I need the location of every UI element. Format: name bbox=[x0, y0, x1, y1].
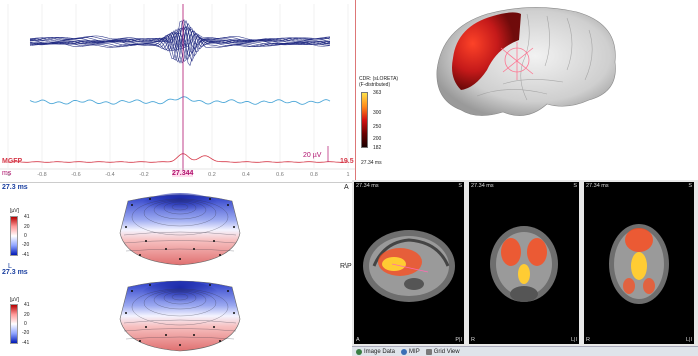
butterfly-trace bbox=[29, 26, 331, 50]
colorbar-title-2: (F-distributed) bbox=[359, 82, 391, 88]
butterfly-plot[interactable]: -1-0.8-0.6-0.4-0.200.20.40.60.81 bbox=[0, 0, 356, 182]
x-tick-label: 0.2 bbox=[208, 172, 216, 178]
topo-colorbar-2 bbox=[10, 304, 18, 344]
cb1-tick-3: -20 bbox=[22, 242, 30, 248]
mgfp-label: MGFP bbox=[2, 158, 23, 165]
butterfly-trace bbox=[29, 27, 331, 58]
scale-bar-label: 20 µV bbox=[303, 152, 322, 159]
colorbar-title-1: CDR: (sLORETA) bbox=[359, 76, 399, 82]
x-tick-label: -0.6 bbox=[71, 172, 80, 178]
coronal-corner-tr: S bbox=[573, 183, 577, 189]
cdr-colorbar bbox=[361, 92, 368, 148]
sagittal-corner-tr: S bbox=[458, 183, 462, 189]
mri-view-sagittal[interactable]: 27.34 ms S A P|I bbox=[354, 182, 464, 344]
side-label-rp: R\P bbox=[340, 263, 352, 270]
cb2-tick-3: -20 bbox=[22, 330, 30, 336]
x-tick-label: 0.6 bbox=[276, 172, 284, 178]
cdr-tick-2: 250 bbox=[373, 124, 382, 130]
sagittal-corner-bl: A bbox=[356, 337, 360, 343]
cb1-tick-1: 20 bbox=[24, 224, 30, 230]
cb1-tick-4: -41 bbox=[22, 252, 30, 258]
unit-label-1: [µV] bbox=[10, 208, 19, 214]
topo-maps bbox=[119, 193, 241, 352]
x-tick-label: 1 bbox=[346, 172, 349, 178]
coronal-slice-image bbox=[490, 226, 558, 302]
cdr-tick-3: 200 bbox=[373, 136, 382, 142]
sagittal-slice-image bbox=[363, 230, 455, 302]
topo-map-2 bbox=[119, 280, 241, 352]
coronal-corner-bl: R bbox=[471, 337, 475, 343]
x-tick-label: -1 bbox=[6, 172, 11, 178]
topo-colorbar-1 bbox=[10, 216, 18, 256]
cb2-tick-2: 0 bbox=[24, 321, 27, 327]
topo-map-1 bbox=[119, 193, 241, 266]
sagittal-corner-br: P|I bbox=[455, 337, 462, 343]
cdr-tick-4: 182 bbox=[373, 145, 382, 151]
cb2-tick-0: 41 bbox=[24, 302, 30, 308]
tab-image-data-label: Image Data bbox=[364, 348, 396, 355]
waveform-panel[interactable]: -1-0.8-0.6-0.4-0.200.20.40.60.81 MGFP 19… bbox=[0, 0, 356, 182]
cb2-tick-1: 20 bbox=[24, 312, 30, 318]
butterfly-trace bbox=[30, 19, 331, 62]
tab-mip-label: MIP bbox=[409, 348, 420, 355]
mri-slices-panel[interactable]: 27.34 ms S A P|I 27.34 ms S R L|I 27.34 … bbox=[352, 180, 698, 346]
coronal-time: 27.34 ms bbox=[471, 183, 494, 189]
grid-view-icon bbox=[425, 348, 432, 355]
x-tick-label: -0.8 bbox=[37, 172, 46, 178]
butterfly-trace bbox=[29, 22, 331, 64]
topography-panel[interactable]: 27.3 ms A 27.3 ms L R\P [µV] 41 20 0 -20… bbox=[0, 182, 352, 356]
axial-slice-image bbox=[609, 224, 669, 304]
side-label-l: L bbox=[8, 263, 12, 270]
brain3d-time: 27.34 ms bbox=[361, 160, 382, 166]
coronal-corner-br: L|I bbox=[570, 337, 577, 343]
cursor-time-label[interactable]: 27.344 bbox=[172, 170, 194, 177]
map2-time: 27.3 ms bbox=[2, 269, 28, 276]
x-tick-label: 0.4 bbox=[242, 172, 250, 178]
brain-surface-render[interactable] bbox=[357, 0, 698, 180]
cdr-tick-1: 300 bbox=[373, 110, 382, 116]
tab-mip[interactable]: MIP bbox=[401, 348, 420, 355]
x-tick-label: -0.2 bbox=[139, 172, 148, 178]
view-tab-bar: Image Data MIP Grid View bbox=[352, 346, 698, 356]
brain-3d-panel[interactable]: CDR: (sLORETA) (F-distributed) 363 300 2… bbox=[357, 0, 698, 180]
mip-icon bbox=[401, 348, 408, 355]
x-tick-label: -0.4 bbox=[105, 172, 114, 178]
gfp-trace bbox=[29, 96, 331, 105]
cb1-tick-2: 0 bbox=[24, 233, 27, 239]
sagittal-time: 27.34 ms bbox=[356, 183, 379, 189]
cdr-tick-0: 363 bbox=[373, 90, 382, 96]
butterfly-trace bbox=[29, 20, 331, 67]
mgfp-value: 19.5 bbox=[340, 158, 354, 165]
tab-image-data[interactable]: Image Data bbox=[356, 348, 396, 355]
mri-view-axial[interactable]: 27.34 ms S R L|I bbox=[584, 182, 694, 344]
axial-corner-bl: R bbox=[586, 337, 590, 343]
axial-time: 27.34 ms bbox=[586, 183, 609, 189]
image-data-icon bbox=[356, 348, 362, 355]
x-tick-label: 0.8 bbox=[310, 172, 318, 178]
cb1-tick-0: 41 bbox=[24, 214, 30, 220]
axial-corner-tr: S bbox=[688, 183, 692, 189]
map1-time: 27.3 ms bbox=[2, 184, 28, 191]
mri-view-coronal[interactable]: 27.34 ms S R L|I bbox=[469, 182, 579, 344]
unit-label-2: [µV] bbox=[10, 297, 19, 303]
side-label-a: A bbox=[344, 184, 349, 191]
cb2-tick-4: -41 bbox=[22, 340, 30, 346]
tab-grid-view-label: Grid View bbox=[433, 348, 460, 355]
time-unit-label: ms bbox=[2, 170, 12, 177]
mgfp-trace bbox=[7, 153, 349, 163]
tab-grid-view[interactable]: Grid View bbox=[425, 348, 460, 355]
axial-corner-br: L|I bbox=[685, 337, 692, 343]
